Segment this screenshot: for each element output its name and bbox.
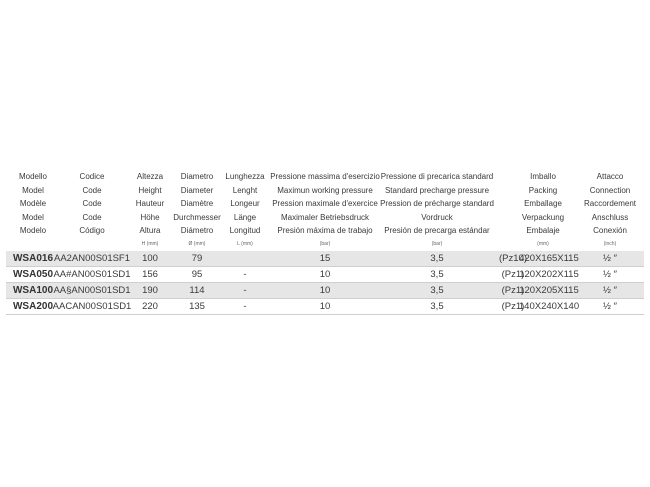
column-header: Codice: [79, 172, 105, 181]
column-unit: (inch): [603, 241, 617, 247]
column-header: Code: [82, 212, 102, 222]
column-header: Conexión: [593, 226, 627, 235]
column-header: Pressione di precarica standard: [380, 172, 494, 181]
column-header: Diámetro: [180, 226, 214, 235]
cell: (Pz1): [501, 301, 525, 312]
column-header: Attacco: [596, 172, 624, 181]
model-name: WSA100: [12, 285, 54, 296]
row-separator: [6, 282, 644, 283]
column-header: Diametro: [180, 172, 214, 181]
column-header: Packing: [528, 185, 558, 195]
column-header: Maximun working pressure: [277, 185, 373, 195]
cell: -: [243, 269, 247, 280]
cell: AA#AN00S01SD1: [53, 269, 131, 280]
row-separator: [6, 298, 644, 299]
column-header: Pression de précharge standard: [380, 199, 494, 208]
cell: (Pz1): [501, 269, 525, 280]
row-band: [6, 283, 644, 298]
cell: 135: [189, 301, 205, 312]
cell: ½ ″: [603, 301, 617, 312]
cell: 100: [142, 253, 158, 264]
cell: 3,5: [430, 269, 444, 280]
row-separator: [6, 266, 644, 267]
cell: 10: [319, 285, 331, 296]
column-header: Maximaler Betriebsdruck: [280, 212, 370, 222]
model-name: WSA200: [12, 301, 54, 312]
column-header: Durchmesser: [173, 212, 221, 222]
column-header: Anschluss: [591, 212, 629, 222]
column-header: Pressione massima d'esercizio: [270, 172, 380, 181]
column-unit: (bar): [431, 241, 443, 247]
column-header: Hauteur: [135, 199, 165, 208]
cell: ½ ″: [603, 253, 617, 264]
cell: 420X165X115: [519, 253, 579, 264]
cell: AACAN00S01SD1: [52, 301, 132, 312]
column-header: Longitud: [229, 226, 261, 235]
column-header: Diameter: [180, 185, 214, 195]
column-header: Model: [22, 185, 44, 195]
cell: 120X202X115: [519, 269, 579, 280]
column-header: Imballo: [530, 172, 556, 181]
cell: (Pz1): [501, 285, 525, 296]
cell: 3,5: [430, 285, 444, 296]
column-header: Height: [138, 185, 162, 195]
cell: 156: [142, 269, 158, 280]
cell: 114: [189, 285, 205, 296]
column-header: Lunghezza: [225, 172, 265, 181]
column-header: Presión máxima de trabajo: [277, 226, 373, 235]
column-header: Modello: [18, 172, 48, 181]
cell: -: [243, 301, 247, 312]
column-header: Embalaje: [526, 226, 560, 235]
cell: (Pz10): [499, 253, 527, 264]
row-band: [6, 251, 644, 266]
column-header: Standard precharge pressure: [384, 185, 490, 195]
column-header: Lenght: [232, 185, 258, 195]
cell: 140X240X140: [518, 301, 580, 312]
cell: 3,5: [430, 301, 444, 312]
model-name: WSA016: [12, 253, 54, 264]
column-header: Höhe: [140, 212, 160, 222]
column-unit: (bar): [319, 241, 331, 247]
cell: 10: [319, 301, 331, 312]
column-unit: H (mm): [141, 241, 159, 247]
cell: AA§AN00S01SD1: [53, 285, 131, 296]
cell: ½ ″: [603, 285, 617, 296]
cell: 79: [191, 253, 203, 264]
column-header: Code: [82, 199, 102, 208]
cell: 15: [319, 253, 331, 264]
cell: ½ ″: [603, 269, 617, 280]
cell: -: [243, 285, 247, 296]
column-header: Länge: [233, 212, 257, 222]
column-header: Raccordement: [583, 199, 637, 208]
column-header: Modèle: [19, 199, 47, 208]
cell: 10: [319, 269, 331, 280]
cell: 120X205X115: [519, 285, 579, 296]
column-unit: (mm): [537, 241, 549, 247]
column-header: Vordruck: [421, 212, 453, 222]
column-header: Modelo: [19, 226, 47, 235]
column-header: Longeur: [230, 199, 260, 208]
cell: 190: [142, 285, 158, 296]
column-header: Presión de precarga estándar: [384, 226, 490, 235]
column-header: Code: [82, 185, 102, 195]
cell: 95: [191, 269, 203, 280]
column-header: Altezza: [136, 172, 164, 181]
column-header: Verpackung: [521, 212, 565, 222]
cell: 3,5: [430, 253, 444, 264]
column-unit: L (mm): [237, 241, 253, 247]
column-unit: Ø (mm): [188, 241, 206, 247]
column-header: Connection: [589, 185, 631, 195]
column-header: Pression maximale d'exercice: [272, 199, 378, 208]
cell: AA2AN00S01SF1: [53, 253, 131, 264]
row-separator: [6, 314, 644, 315]
model-name: WSA050: [12, 269, 54, 280]
column-header: Altura: [139, 226, 161, 235]
column-header: Código: [79, 226, 105, 235]
column-header: Emballage: [524, 199, 562, 208]
column-header: Model: [22, 212, 44, 222]
column-header: Diamètre: [180, 199, 214, 208]
cell: 220: [142, 301, 158, 312]
